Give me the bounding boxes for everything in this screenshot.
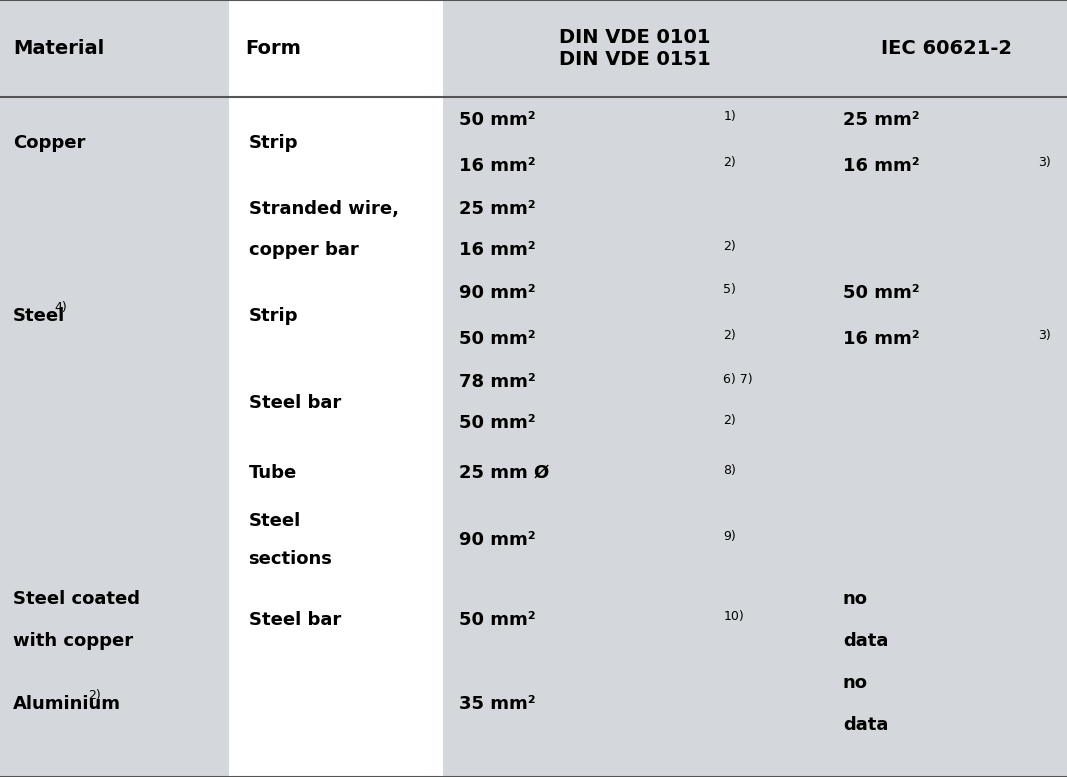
Text: 2): 2) — [723, 240, 736, 253]
Text: Steel: Steel — [13, 307, 65, 326]
Text: 25 mm Ø: 25 mm Ø — [459, 464, 550, 482]
Text: with copper: with copper — [13, 632, 133, 650]
Text: Strip: Strip — [249, 134, 298, 152]
Text: 16 mm²: 16 mm² — [843, 330, 920, 348]
Bar — [229, 0, 443, 777]
Text: Tube: Tube — [249, 464, 297, 482]
Text: 16 mm²: 16 mm² — [459, 241, 536, 259]
Text: Material: Material — [13, 39, 105, 58]
Text: 1): 1) — [723, 110, 736, 123]
Text: 3): 3) — [1038, 329, 1051, 342]
Text: 2): 2) — [723, 413, 736, 427]
Text: 25 mm²: 25 mm² — [459, 200, 536, 218]
Text: 8): 8) — [723, 464, 736, 477]
Text: copper bar: copper bar — [249, 241, 359, 259]
Text: Steel bar: Steel bar — [249, 611, 340, 629]
Text: 50 mm²: 50 mm² — [459, 330, 536, 348]
Text: 10): 10) — [723, 610, 744, 623]
Text: 16 mm²: 16 mm² — [459, 157, 536, 175]
Text: data: data — [843, 632, 889, 650]
Text: Aluminium: Aluminium — [13, 695, 121, 713]
Text: IEC 60621-2: IEC 60621-2 — [881, 39, 1013, 58]
Text: 9): 9) — [723, 531, 736, 543]
Text: 50 mm²: 50 mm² — [459, 111, 536, 129]
Text: 3): 3) — [1038, 155, 1051, 169]
Text: Steel coated: Steel coated — [13, 590, 140, 608]
Text: 35 mm²: 35 mm² — [459, 695, 536, 713]
Text: no: no — [843, 674, 867, 692]
Text: no: no — [843, 590, 867, 608]
Text: 2): 2) — [723, 155, 736, 169]
Text: Stranded wire,: Stranded wire, — [249, 200, 399, 218]
Text: DIN VDE 0101
DIN VDE 0151: DIN VDE 0101 DIN VDE 0151 — [559, 28, 711, 69]
Text: Steel bar: Steel bar — [249, 394, 340, 412]
Text: Strip: Strip — [249, 307, 298, 326]
Text: 25 mm²: 25 mm² — [843, 111, 920, 129]
Text: 50 mm²: 50 mm² — [459, 414, 536, 432]
Text: Form: Form — [245, 39, 301, 58]
Text: 50 mm²: 50 mm² — [843, 284, 920, 302]
Text: sections: sections — [249, 550, 333, 568]
Text: 5): 5) — [723, 283, 736, 296]
Text: 2): 2) — [87, 689, 100, 702]
Text: 4): 4) — [54, 301, 67, 314]
Text: 90 mm²: 90 mm² — [459, 531, 536, 549]
Text: Copper: Copper — [13, 134, 85, 152]
Text: 50 mm²: 50 mm² — [459, 611, 536, 629]
Text: 6) 7): 6) 7) — [723, 373, 753, 385]
Text: Steel: Steel — [249, 512, 301, 530]
Text: 78 mm²: 78 mm² — [459, 374, 536, 392]
Text: data: data — [843, 716, 889, 734]
Text: 16 mm²: 16 mm² — [843, 157, 920, 175]
Text: 90 mm²: 90 mm² — [459, 284, 536, 302]
Text: 2): 2) — [723, 329, 736, 342]
